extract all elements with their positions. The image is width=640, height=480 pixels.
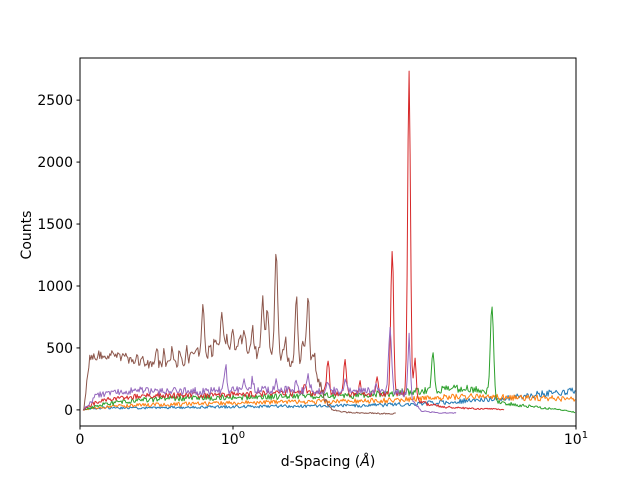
series-pattern-brown (83, 253, 396, 415)
angstrom-symbol: Å (360, 454, 370, 470)
x-axis-label-close: ) (369, 454, 376, 470)
series-pattern-purple (83, 326, 457, 414)
x-axis-label-text: d-Spacing ( (280, 454, 361, 470)
y-tick-label: 2500 (37, 93, 73, 109)
x-tick-label: 101 (564, 430, 588, 448)
series-pattern-orange (82, 393, 576, 411)
y-tick-label: 1000 (37, 279, 73, 295)
y-tick-label: 1500 (37, 217, 73, 233)
x-tick-label: 100 (221, 430, 245, 448)
x-tick-label: 0 (76, 432, 85, 448)
y-axis-label: Counts (19, 210, 35, 260)
series-pattern-green (82, 306, 576, 414)
x-axis-label: d-Spacing (Å) (281, 454, 376, 470)
axes-frame (79, 57, 577, 427)
y-tick-label: 2000 (37, 155, 73, 171)
y-tick-label: 500 (46, 341, 73, 357)
y-tick-label: 0 (64, 403, 73, 419)
